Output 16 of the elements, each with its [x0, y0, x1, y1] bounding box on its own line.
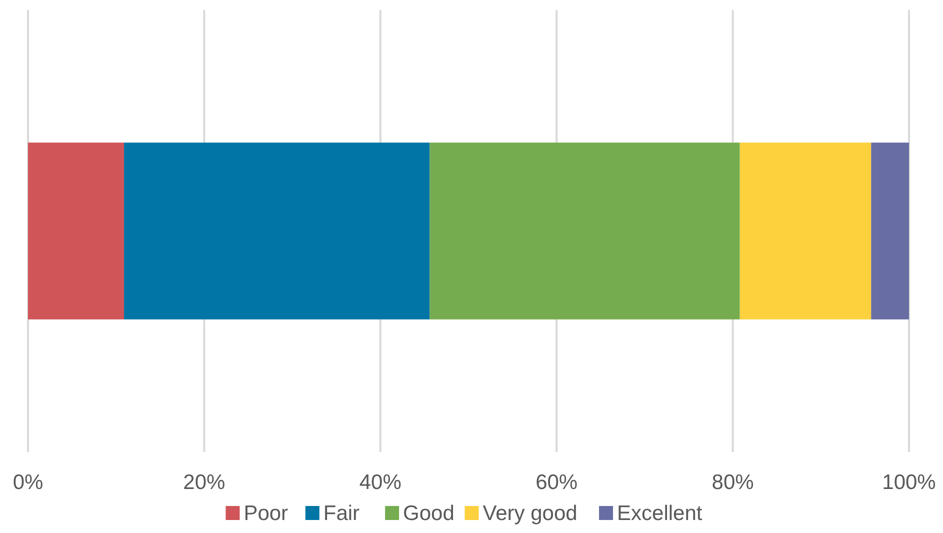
x-tick-label: 0%	[12, 471, 44, 494]
legend-label: Very good	[482, 502, 578, 525]
legend-label: Excellent	[617, 502, 702, 525]
x-tick-label: 60%	[536, 471, 578, 494]
bar	[124, 142, 430, 320]
bar	[430, 142, 740, 320]
x-tick-label: 100%	[882, 471, 936, 494]
bar	[871, 142, 909, 320]
x-tick-label: 40%	[359, 471, 402, 494]
bar	[28, 142, 124, 320]
bar	[740, 142, 872, 320]
x-tick-label: 80%	[712, 471, 754, 494]
legend-label: Fair	[323, 502, 360, 525]
x-tick-label: 20%	[183, 471, 226, 494]
legend-label: Good	[403, 502, 454, 525]
legend-label: Poor	[244, 502, 288, 525]
